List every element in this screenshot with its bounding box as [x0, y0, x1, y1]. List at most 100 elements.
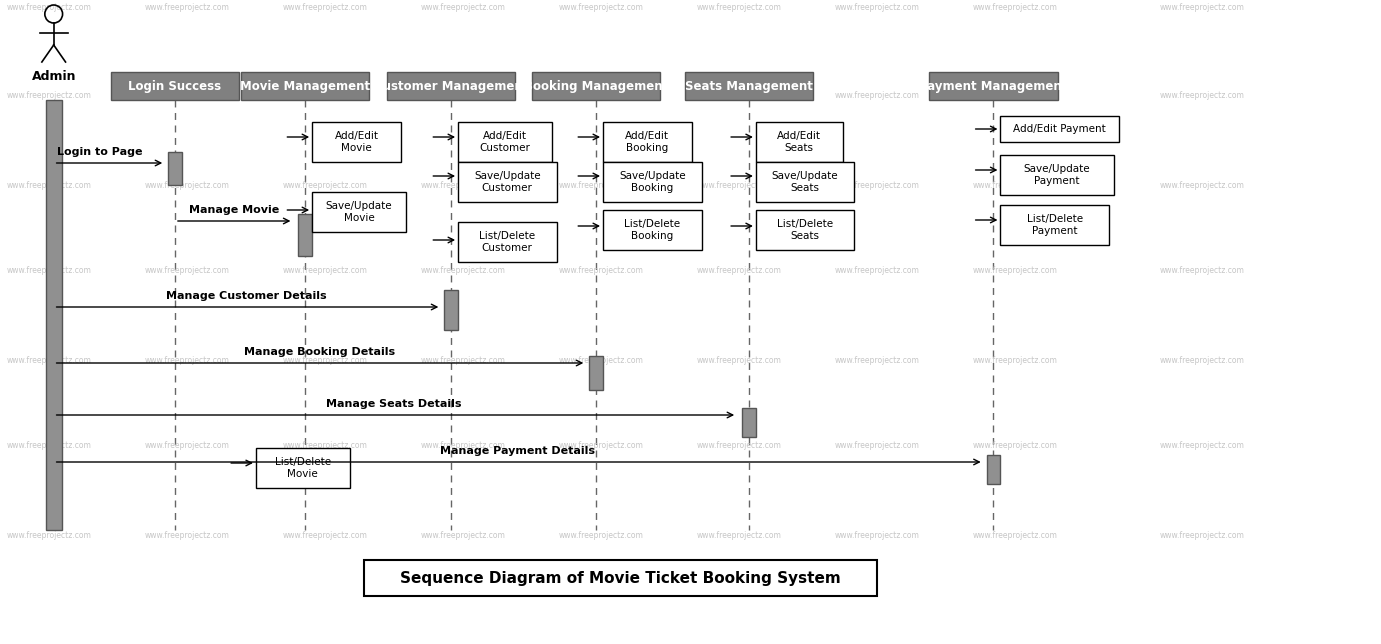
Text: www.freeprojectz.com: www.freeprojectz.com	[696, 3, 782, 12]
Text: www.freeprojectz.com: www.freeprojectz.com	[558, 3, 644, 12]
Text: List/Delete
Booking: List/Delete Booking	[624, 219, 681, 241]
Text: Booking Management: Booking Management	[523, 79, 668, 93]
Text: Manage Booking Details: Manage Booking Details	[244, 347, 395, 357]
Text: Add/Edit
Booking: Add/Edit Booking	[626, 131, 670, 153]
Text: List/Delete
Seats: List/Delete Seats	[778, 219, 833, 241]
Bar	[603, 122, 692, 162]
Text: Customer Management: Customer Management	[374, 79, 529, 93]
Bar	[755, 210, 855, 250]
Text: Sequence Diagram of Movie Ticket Booking System: Sequence Diagram of Movie Ticket Booking…	[400, 571, 841, 585]
Text: www.freeprojectz.com: www.freeprojectz.com	[834, 440, 920, 450]
Text: www.freeprojectz.com: www.freeprojectz.com	[1160, 531, 1244, 540]
Text: www.freeprojectz.com: www.freeprojectz.com	[283, 265, 367, 274]
Bar	[458, 222, 557, 262]
Bar	[685, 72, 813, 100]
Text: Add/Edit
Movie: Add/Edit Movie	[334, 131, 378, 153]
Bar	[312, 192, 406, 232]
Bar	[168, 152, 182, 185]
Text: www.freeprojectz.com: www.freeprojectz.com	[972, 91, 1058, 100]
Text: www.freeprojectz.com: www.freeprojectz.com	[420, 91, 505, 100]
Text: www.freeprojectz.com: www.freeprojectz.com	[7, 265, 91, 274]
Text: Manage Payment Details: Manage Payment Details	[439, 446, 595, 456]
Bar	[929, 72, 1058, 100]
Bar	[742, 408, 755, 437]
Bar	[603, 162, 702, 202]
Text: Manage Movie: Manage Movie	[189, 205, 279, 215]
Text: www.freeprojectz.com: www.freeprojectz.com	[420, 355, 505, 365]
Bar	[986, 455, 1000, 484]
Text: www.freeprojectz.com: www.freeprojectz.com	[420, 531, 505, 540]
Text: www.freeprojectz.com: www.freeprojectz.com	[1160, 440, 1244, 450]
Text: www.freeprojectz.com: www.freeprojectz.com	[834, 3, 920, 12]
Text: www.freeprojectz.com: www.freeprojectz.com	[834, 91, 920, 100]
Text: www.freeprojectz.com: www.freeprojectz.com	[834, 355, 920, 365]
Text: www.freeprojectz.com: www.freeprojectz.com	[558, 265, 644, 274]
Bar	[298, 214, 312, 256]
Text: Save/Update
Customer: Save/Update Customer	[474, 171, 540, 193]
Text: www.freeprojectz.com: www.freeprojectz.com	[1160, 3, 1244, 12]
Text: www.freeprojectz.com: www.freeprojectz.com	[420, 440, 505, 450]
Text: www.freeprojectz.com: www.freeprojectz.com	[283, 91, 367, 100]
Text: Save/Update
Seats: Save/Update Seats	[772, 171, 838, 193]
Text: www.freeprojectz.com: www.freeprojectz.com	[1160, 180, 1244, 189]
Text: www.freeprojectz.com: www.freeprojectz.com	[1160, 91, 1244, 100]
Bar	[603, 210, 702, 250]
Bar	[532, 72, 660, 100]
Text: www.freeprojectz.com: www.freeprojectz.com	[972, 180, 1058, 189]
Text: www.freeprojectz.com: www.freeprojectz.com	[420, 180, 505, 189]
Text: Seats Management: Seats Management	[685, 79, 813, 93]
Bar	[242, 72, 369, 100]
Bar	[255, 448, 349, 488]
Text: www.freeprojectz.com: www.freeprojectz.com	[972, 531, 1058, 540]
Text: www.freeprojectz.com: www.freeprojectz.com	[558, 180, 644, 189]
Text: Add/Edit
Seats: Add/Edit Seats	[778, 131, 822, 153]
Text: www.freeprojectz.com: www.freeprojectz.com	[283, 440, 367, 450]
Text: www.freeprojectz.com: www.freeprojectz.com	[696, 265, 782, 274]
Text: www.freeprojectz.com: www.freeprojectz.com	[145, 3, 229, 12]
Bar	[445, 290, 458, 330]
Text: www.freeprojectz.com: www.freeprojectz.com	[1160, 355, 1244, 365]
Text: www.freeprojectz.com: www.freeprojectz.com	[972, 355, 1058, 365]
Text: www.freeprojectz.com: www.freeprojectz.com	[696, 355, 782, 365]
Text: Login to Page: Login to Page	[57, 147, 142, 157]
Text: List/Delete
Customer: List/Delete Customer	[479, 231, 536, 253]
Text: www.freeprojectz.com: www.freeprojectz.com	[7, 3, 91, 12]
Text: www.freeprojectz.com: www.freeprojectz.com	[145, 265, 229, 274]
Bar	[387, 72, 515, 100]
Text: www.freeprojectz.com: www.freeprojectz.com	[145, 531, 229, 540]
Text: www.freeprojectz.com: www.freeprojectz.com	[7, 440, 91, 450]
Text: Login Success: Login Success	[128, 79, 221, 93]
Text: Save/Update
Movie: Save/Update Movie	[326, 201, 392, 223]
Text: Payment Management: Payment Management	[920, 79, 1068, 93]
Bar	[590, 356, 603, 390]
Bar	[755, 122, 842, 162]
Text: www.freeprojectz.com: www.freeprojectz.com	[972, 265, 1058, 274]
Text: www.freeprojectz.com: www.freeprojectz.com	[834, 531, 920, 540]
Text: www.freeprojectz.com: www.freeprojectz.com	[145, 180, 229, 189]
Text: www.freeprojectz.com: www.freeprojectz.com	[283, 180, 367, 189]
Text: www.freeprojectz.com: www.freeprojectz.com	[834, 180, 920, 189]
Text: Movie Management: Movie Management	[240, 79, 370, 93]
Text: www.freeprojectz.com: www.freeprojectz.com	[558, 531, 644, 540]
Text: www.freeprojectz.com: www.freeprojectz.com	[7, 531, 91, 540]
Text: List/Delete
Payment: List/Delete Payment	[1026, 214, 1083, 236]
Text: www.freeprojectz.com: www.freeprojectz.com	[834, 265, 920, 274]
Bar	[1000, 155, 1113, 195]
Bar	[1000, 116, 1119, 142]
Text: www.freeprojectz.com: www.freeprojectz.com	[696, 91, 782, 100]
Text: www.freeprojectz.com: www.freeprojectz.com	[972, 440, 1058, 450]
Text: www.freeprojectz.com: www.freeprojectz.com	[283, 531, 367, 540]
Text: www.freeprojectz.com: www.freeprojectz.com	[145, 440, 229, 450]
Bar	[46, 100, 62, 530]
Text: www.freeprojectz.com: www.freeprojectz.com	[7, 355, 91, 365]
Bar	[458, 162, 557, 202]
Bar	[458, 122, 551, 162]
Text: www.freeprojectz.com: www.freeprojectz.com	[420, 265, 505, 274]
Text: www.freeprojectz.com: www.freeprojectz.com	[283, 3, 367, 12]
Text: List/Delete
Movie: List/Delete Movie	[275, 457, 331, 478]
Text: www.freeprojectz.com: www.freeprojectz.com	[145, 91, 229, 100]
Bar	[312, 122, 400, 162]
Text: www.freeprojectz.com: www.freeprojectz.com	[283, 355, 367, 365]
Text: www.freeprojectz.com: www.freeprojectz.com	[7, 180, 91, 189]
Bar	[110, 72, 239, 100]
